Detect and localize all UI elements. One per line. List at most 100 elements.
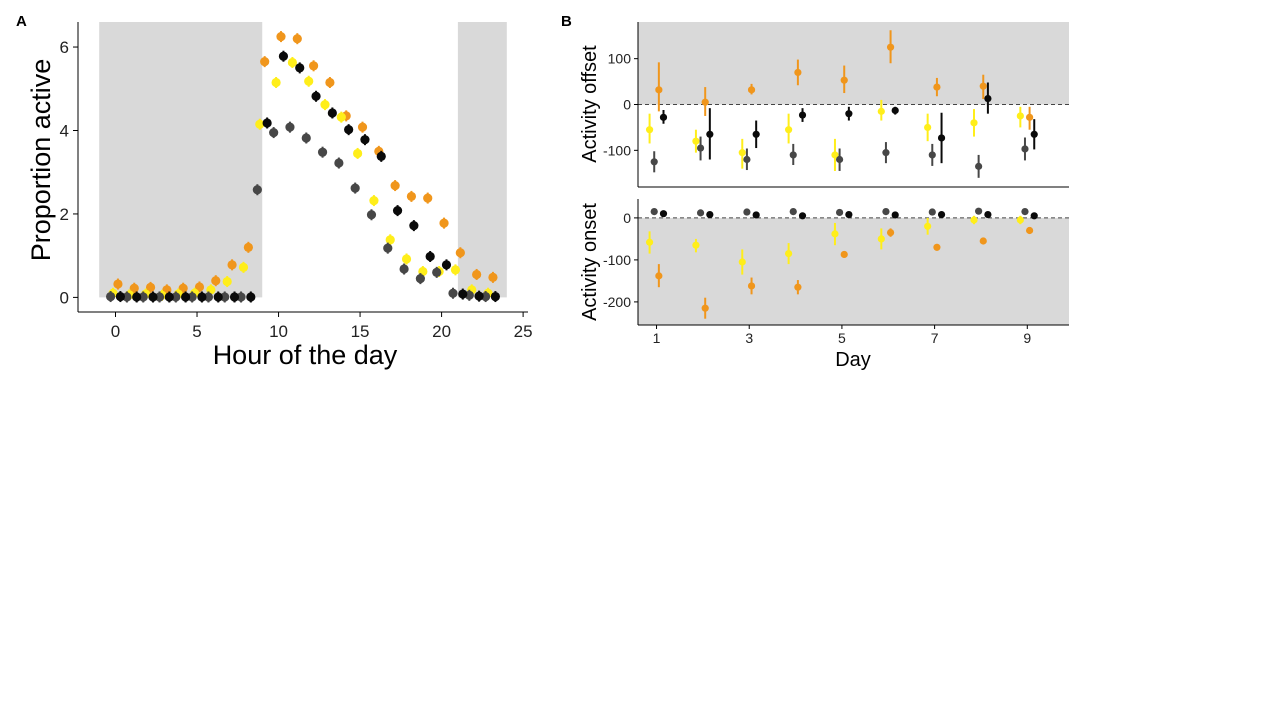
panel-b-offset-shading [638, 22, 1069, 105]
point-orange-7 [227, 260, 237, 270]
point-dark_grey-11 [285, 122, 295, 132]
point-orange-day-2 [701, 98, 709, 106]
point-dark_grey-2 [138, 292, 148, 302]
panel-b-offset-y-title: Activity offset [579, 45, 601, 163]
point-orange-day-7 [933, 83, 941, 91]
night-shade-0 [99, 22, 263, 298]
point-yellow-day-7 [924, 222, 932, 230]
point-black-19 [425, 251, 435, 262]
point-yellow-day-3 [738, 149, 746, 157]
point-orange-19 [423, 193, 433, 203]
x-tick-label-3: 15 [351, 322, 370, 341]
point-dark_grey-23 [481, 291, 491, 302]
point-black-23 [490, 291, 500, 302]
point-black-22 [474, 291, 484, 301]
point-orange-day-7 [933, 243, 941, 251]
point-yellow-day-1 [645, 126, 654, 134]
point-black-15 [360, 135, 370, 145]
point-yellow-21 [450, 265, 461, 275]
point-dark_grey-day-2 [696, 144, 705, 152]
y-tick-label-1: -100 [603, 252, 631, 268]
x-tick-label-4: 9 [1023, 330, 1031, 346]
y-tick-label-2: -200 [603, 294, 631, 310]
point-dark_grey-12 [301, 133, 311, 143]
point-dark_grey-21 [448, 288, 458, 298]
panel-a-ticks: 0 5 10 15 20 25 0 2 4 6 [60, 38, 533, 341]
point-dark_grey-16 [366, 210, 377, 220]
point-black-day-8 [984, 94, 992, 103]
y-tick-label-1: 0 [623, 97, 631, 113]
point-orange-18 [406, 191, 417, 202]
point-yellow-day-1 [645, 238, 654, 246]
point-orange-day-6 [886, 229, 895, 237]
point-orange-day-6 [886, 43, 895, 51]
point-black-day-9 [1030, 212, 1038, 220]
point-yellow-18 [401, 254, 412, 264]
shade-negative [638, 217, 1069, 325]
panel-b-offset: 100 0 -100 Activity offset [579, 22, 1069, 188]
panel-b-onset-ticks: 0 -100 -200 [603, 210, 638, 310]
point-orange-15 [357, 122, 368, 132]
point-orange-8 [243, 242, 253, 252]
point-black-7 [229, 292, 240, 302]
point-black-17 [392, 206, 403, 216]
x-tick-label-1: 3 [745, 330, 753, 346]
point-dark_grey-20 [432, 267, 442, 277]
point-dark_grey-day-7 [928, 208, 936, 216]
panel-a-label: A [16, 13, 27, 30]
point-orange-day-1 [655, 272, 663, 280]
x-tick-label-5: 25 [514, 322, 533, 341]
panel-b-onset-shading [638, 217, 1069, 325]
night-shade-1 [457, 22, 507, 298]
point-orange-day-8 [979, 237, 987, 245]
point-orange-day-5 [840, 250, 848, 259]
point-yellow-day-2 [692, 137, 700, 145]
x-tick-label-2: 10 [269, 322, 288, 341]
point-orange-5 [194, 282, 205, 292]
y-tick-label-2: -100 [603, 142, 631, 158]
point-dark_grey-day-2 [696, 209, 705, 217]
x-tick-label-0: 0 [111, 322, 120, 341]
point-orange-9 [260, 57, 270, 67]
point-orange-10 [276, 32, 286, 42]
point-black-day-5 [845, 110, 853, 118]
point-orange-day-9 [1026, 226, 1034, 235]
point-yellow-15 [353, 148, 363, 159]
point-orange-day-4 [794, 283, 802, 291]
point-orange-13 [325, 77, 335, 88]
point-dark_grey-17 [383, 243, 393, 253]
panel-b-onset-points [645, 207, 1038, 319]
panel-b-label: B [561, 13, 572, 30]
y-tick-label-0: 100 [608, 51, 632, 67]
panel-b: B 100 0 -100 Activity offset 0 -100 -200 Act… [561, 13, 1069, 371]
point-yellow-day-8 [970, 216, 978, 224]
point-dark_grey-day-9 [1021, 208, 1029, 216]
point-dark_grey-day-3 [743, 208, 751, 216]
point-orange-day-5 [840, 76, 848, 84]
point-black-day-6 [891, 106, 899, 115]
point-orange-day-1 [655, 86, 663, 94]
point-yellow-12 [304, 76, 314, 86]
point-orange-22 [472, 269, 482, 280]
x-tick-label-0: 1 [653, 330, 661, 346]
point-orange-12 [308, 61, 319, 71]
point-orange-21 [455, 248, 465, 258]
point-black-8 [246, 292, 256, 302]
panel-b-offset-ticks: 100 0 -100 [603, 51, 638, 158]
point-yellow-16 [369, 195, 379, 206]
point-yellow-9 [255, 119, 265, 129]
point-orange-11 [292, 34, 302, 44]
point-dark_grey-day-3 [743, 155, 751, 164]
point-black-day-1 [659, 210, 668, 218]
point-black-day-1 [659, 113, 668, 121]
point-dark_grey-19 [415, 274, 425, 284]
point-dark_grey-day-6 [882, 149, 890, 157]
point-orange-23 [488, 272, 498, 282]
point-black-day-7 [937, 210, 946, 219]
y-tick-label-1: 2 [60, 205, 69, 224]
point-black-3 [164, 292, 174, 302]
point-black-18 [409, 221, 419, 231]
point-yellow-11 [287, 57, 298, 68]
point-yellow-17 [385, 235, 395, 245]
point-black-13 [327, 108, 337, 118]
